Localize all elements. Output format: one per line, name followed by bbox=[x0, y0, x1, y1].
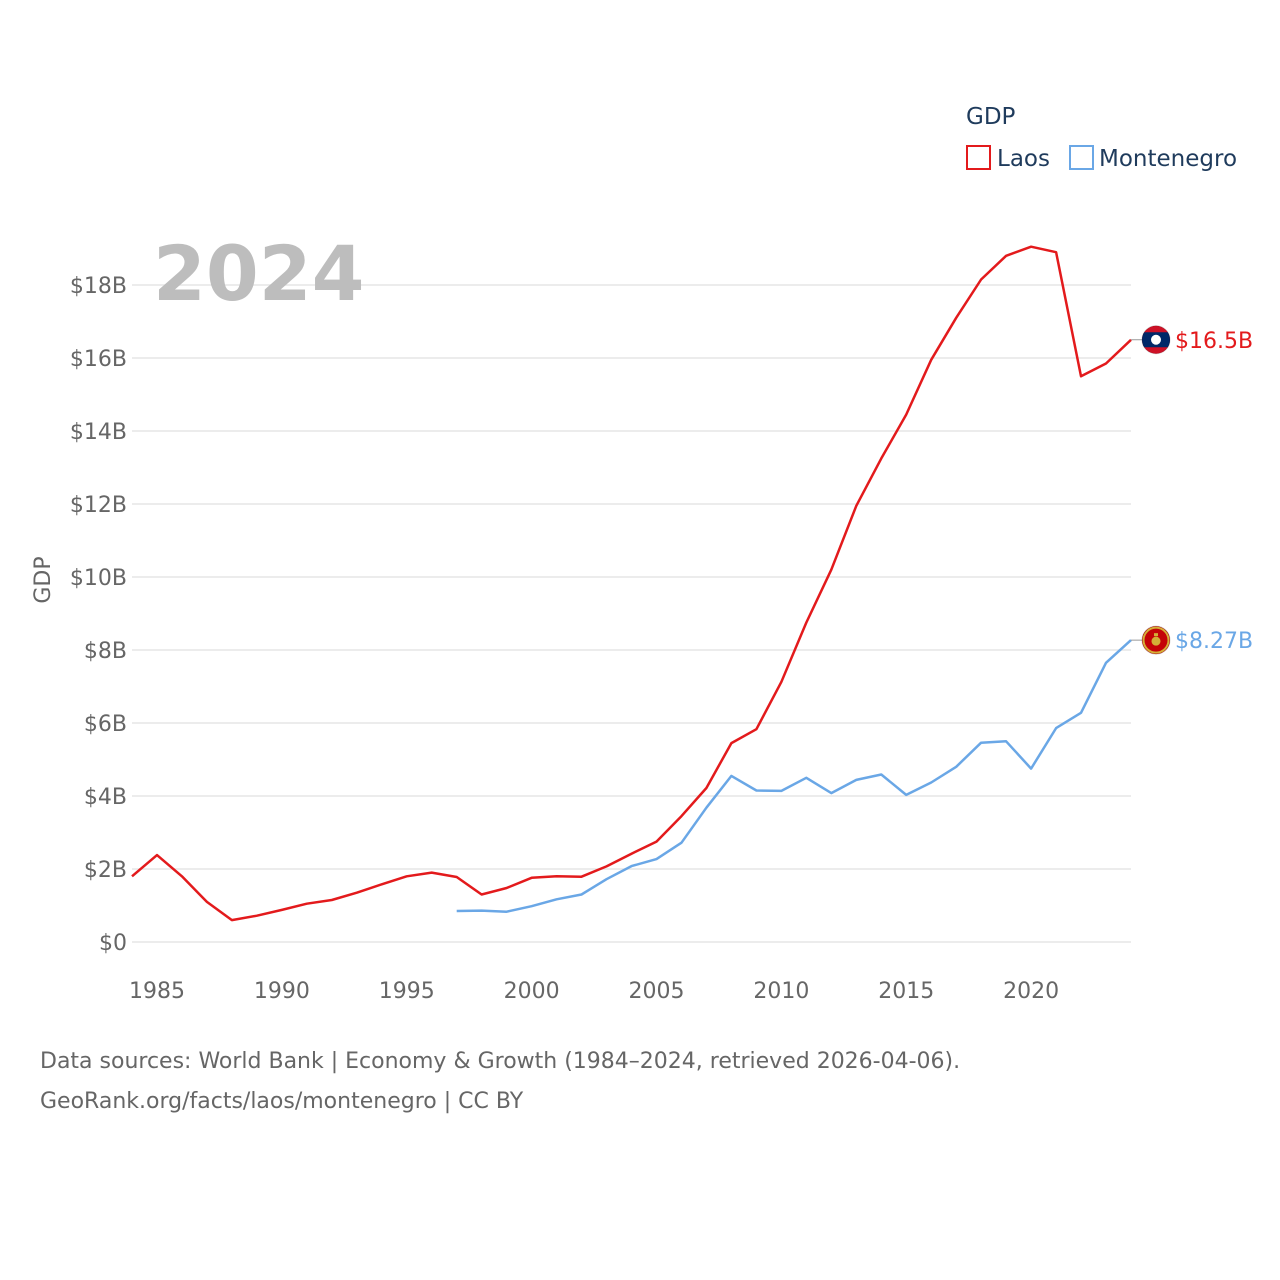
x-tick-label: 2000 bbox=[504, 979, 560, 1004]
legend-swatch-laos bbox=[966, 145, 991, 170]
y-tick-label: $14B bbox=[70, 420, 127, 445]
montenegro-flag-icon bbox=[1141, 625, 1171, 655]
legend-swatch-montenegro bbox=[1069, 145, 1094, 170]
x-tick-label: 2005 bbox=[628, 979, 684, 1004]
x-tick-label: 1985 bbox=[129, 979, 185, 1004]
y-tick-label: $12B bbox=[70, 493, 127, 518]
x-axis-ticks: 1985 1990 1995 2000 2005 2010 2015 2020 bbox=[129, 979, 1059, 1004]
year-label: 2024 bbox=[153, 229, 365, 318]
y-tick-label: $4B bbox=[84, 785, 127, 810]
footer-sources: Data sources: World Bank | Economy & Gro… bbox=[40, 1049, 961, 1074]
series-line-laos[interactable] bbox=[131, 245, 1132, 922]
legend-label-laos: Laos bbox=[997, 146, 1050, 172]
legend-item-montenegro[interactable]: Montenegro bbox=[1069, 145, 1237, 172]
gdp-line-chart: 2024 $0$2B$4B$6B$8B$10B$12B$14B$16B$18B … bbox=[31, 104, 1253, 1004]
legend-item-laos[interactable]: Laos bbox=[966, 145, 1050, 172]
laos-flag-icon bbox=[1141, 325, 1171, 355]
end-value-label-montenegro: $8.27B bbox=[1175, 629, 1253, 654]
legend-title: GDP bbox=[966, 104, 1016, 130]
end-value-label-laos: $16.5B bbox=[1175, 329, 1253, 354]
legend: GDP Laos Montenegro bbox=[966, 104, 1237, 172]
y-tick-label: $8B bbox=[84, 639, 127, 664]
x-tick-label: 2010 bbox=[753, 979, 809, 1004]
footer-attribution: GeoRank.org/facts/laos/montenegro | CC B… bbox=[40, 1089, 524, 1114]
x-tick-label: 2015 bbox=[878, 979, 934, 1004]
y-tick-label: $10B bbox=[70, 566, 127, 591]
legend-label-montenegro: Montenegro bbox=[1099, 146, 1237, 172]
y-tick-label: $6B bbox=[84, 712, 127, 737]
x-tick-label: 2020 bbox=[1003, 979, 1059, 1004]
y-tick-label: $0 bbox=[99, 931, 127, 956]
y-axis-ticks: $0 $2B $4B $6B $8B $10B $12B $14B $16B $18B bbox=[70, 274, 127, 956]
series-lines bbox=[131, 245, 1132, 922]
y-tick-label: $18B bbox=[70, 274, 127, 299]
x-tick-label: 1995 bbox=[379, 979, 435, 1004]
series-line-montenegro[interactable] bbox=[456, 639, 1132, 913]
series-end-markers: $16.5B $8.27B bbox=[1131, 325, 1253, 655]
y-axis-label: GDP bbox=[31, 556, 56, 603]
footer: Data sources: World Bank | Economy & Gro… bbox=[40, 1042, 960, 1122]
y-tick-label: $2B bbox=[84, 858, 127, 883]
y-tick-label: $16B bbox=[70, 347, 127, 372]
grid-lines bbox=[132, 284, 1131, 943]
x-tick-label: 1990 bbox=[254, 979, 310, 1004]
